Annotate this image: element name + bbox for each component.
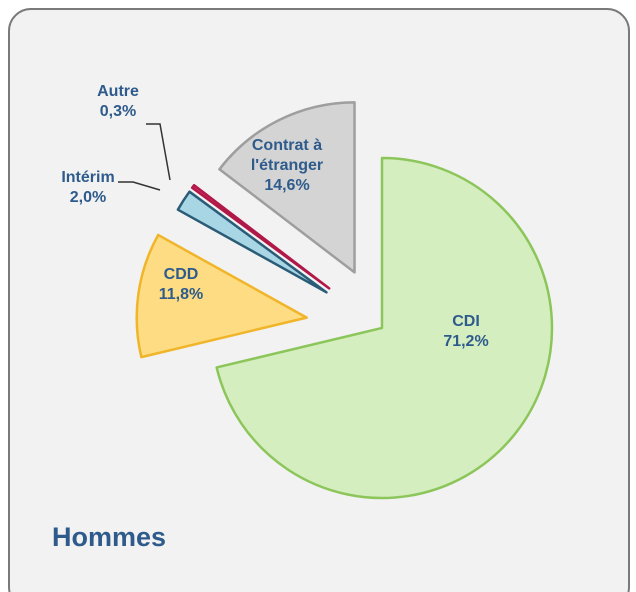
pie-slice	[215, 156, 554, 500]
value-label: 0,3%	[99, 103, 137, 120]
value-label: 14,6%	[264, 177, 310, 194]
leader-line	[118, 181, 161, 191]
pie-slice	[176, 190, 328, 294]
category-label: Contrat à l'étranger	[250, 137, 324, 174]
slice-label: CDD 11,8%	[159, 265, 203, 305]
category-label: Intérim	[61, 169, 115, 186]
pie-slice	[218, 101, 356, 274]
category-label: CDD	[163, 266, 199, 283]
pie-slice	[135, 233, 308, 359]
slice-label: Autre 0,3%	[97, 82, 139, 122]
value-label: 71,2%	[443, 333, 489, 350]
category-label: Autre	[97, 83, 139, 100]
slice-label: Contrat à l'étranger 14,6%	[239, 136, 335, 196]
slice-label: Intérim 2,0%	[61, 168, 114, 208]
pie-slice	[190, 183, 331, 290]
chart-title: Hommes	[52, 522, 167, 552]
category-label: CDI	[452, 313, 480, 330]
value-label: 11,8%	[158, 286, 204, 303]
slice-label: CDI 71,2%	[443, 312, 488, 352]
value-label: 2,0%	[69, 189, 107, 206]
leader-line	[146, 123, 171, 181]
